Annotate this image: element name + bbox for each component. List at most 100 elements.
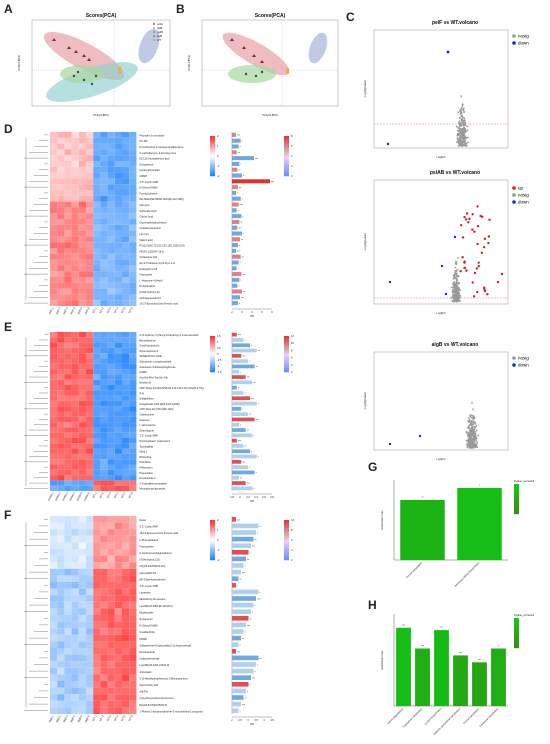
heatmap-cell	[86, 155, 94, 161]
volcano-point	[470, 414, 473, 417]
heatmap-cell	[64, 369, 72, 375]
heatmap-cell	[93, 535, 101, 543]
heatmap-cell	[114, 353, 122, 359]
heatmap-cell	[114, 601, 122, 609]
heatmap-cell	[50, 595, 58, 602]
heatmap-row-label: 3-methylbutryl-L-4-benzopyrone	[139, 151, 176, 155]
heatmap-cell	[50, 406, 58, 412]
heatmap-row-label: Tocotrigilide	[139, 444, 153, 448]
volcano-point	[483, 237, 487, 241]
heatmap-cell	[100, 207, 108, 214]
heatmap-cell	[64, 443, 72, 449]
heatmap-cell	[107, 294, 115, 301]
heatmap-cell	[107, 443, 115, 449]
volcano-point	[464, 218, 468, 221]
heatmap-cell	[64, 448, 72, 454]
heatmap-cell	[78, 516, 86, 523]
vip-significance: ***	[247, 482, 250, 486]
heatmap-cell	[71, 161, 79, 167]
heatmap-cell	[86, 265, 94, 272]
heatmap-cell	[71, 459, 79, 465]
heatmap-cell	[93, 448, 101, 454]
heatmap-cell	[129, 448, 137, 454]
vip-bar	[232, 675, 251, 681]
vip-significance: *	[257, 663, 258, 667]
heatmap-cell	[71, 575, 79, 582]
heatmap-cell	[57, 265, 65, 272]
legend-tick: 0.5	[217, 346, 221, 350]
heatmap-cell	[57, 432, 65, 438]
heatmap-cell	[122, 562, 130, 569]
heatmap-cell	[71, 687, 79, 695]
heatmap-row-label: [2,3-Dimethyl-3-nitrosopropyl]benzene	[139, 145, 184, 149]
heatmap-cell	[114, 529, 122, 536]
heatmap-cell	[93, 178, 101, 185]
heatmap-cell	[71, 681, 79, 688]
heatmap-cell	[122, 172, 130, 179]
heatmap-cell	[129, 137, 137, 144]
vip-significance: **	[240, 578, 242, 582]
volcano-point	[456, 275, 459, 278]
heatmap-cell	[114, 224, 122, 231]
heatmap-cell	[93, 369, 101, 375]
heatmap-cell	[114, 608, 122, 615]
heatmap-cell	[86, 271, 94, 277]
vip-significance: **	[242, 637, 244, 641]
heatmap-cell	[114, 242, 122, 248]
volcano2-legend: up nosig down	[512, 186, 529, 205]
heatmap-cell	[107, 427, 115, 433]
heatmap-cell	[93, 277, 101, 283]
volcano-point	[487, 241, 490, 245]
heatmap-cell	[107, 201, 115, 208]
heatmap-cell	[93, 549, 101, 556]
heatmap-cell	[78, 213, 86, 219]
heatmap-cell	[57, 253, 65, 260]
vip-bar	[232, 629, 244, 634]
heatmap-cell	[64, 432, 72, 438]
heatmap-cell	[100, 687, 108, 695]
heatmap-cell	[57, 390, 65, 396]
heatmap-cell	[122, 648, 130, 655]
vip-bar	[232, 214, 242, 219]
heatmap-cell	[114, 641, 122, 648]
heatmap-cell	[100, 700, 108, 708]
heatmap-row-label: 16,19-Epoxysuccinic-8-enoic acid	[139, 302, 178, 306]
vip-significance: *	[253, 487, 254, 491]
bar-category-label: Galactose metabolism	[478, 707, 499, 728]
heatmap-row-label: Arg-His-Phe-Trp-Gln-Gln	[139, 375, 168, 379]
vip-bar	[232, 695, 244, 700]
heatmap-cell	[50, 358, 58, 364]
heatmap-cell	[100, 224, 108, 231]
vip-significance: *	[255, 604, 256, 608]
volcano-point	[473, 440, 476, 443]
heatmap-cell	[114, 549, 122, 556]
heatmap-cell	[57, 707, 65, 714]
heatmap-cell	[57, 166, 65, 173]
heatmap-cell	[64, 416, 72, 423]
heatmap-col-label: WT-5	[120, 306, 127, 314]
heatmap-cell	[71, 395, 79, 401]
legend-tick: 0	[217, 352, 219, 356]
heatmap-cell	[114, 438, 122, 444]
volcano-point	[453, 235, 457, 239]
heatmap-cell	[71, 667, 79, 675]
heatmap-cell	[71, 485, 79, 491]
heatmap-row-label: Quinquenoside R1	[139, 296, 161, 300]
heatmap-cell	[107, 342, 115, 348]
volcano-point	[465, 269, 468, 272]
vip-significance: *	[250, 551, 251, 555]
vip-bar	[232, 144, 239, 149]
heatmap-cell	[71, 700, 79, 708]
heatmap-cell	[57, 555, 65, 563]
heatmap-cell	[78, 700, 86, 708]
heatmap-cell	[71, 542, 79, 549]
heatmap-cell	[57, 648, 65, 655]
pvalue-tick: 4	[291, 548, 293, 552]
heatmap-row-label: 16,19-Epoxysuccinic-8-enoic acid	[139, 531, 178, 535]
heatmap-cell	[64, 213, 72, 219]
heatmap-cell	[64, 132, 72, 138]
heatmap-cell	[93, 132, 101, 138]
heatmap-cell	[107, 166, 115, 173]
pca-a-legend-4: WT	[157, 38, 161, 42]
heatmap-cell	[71, 562, 79, 569]
